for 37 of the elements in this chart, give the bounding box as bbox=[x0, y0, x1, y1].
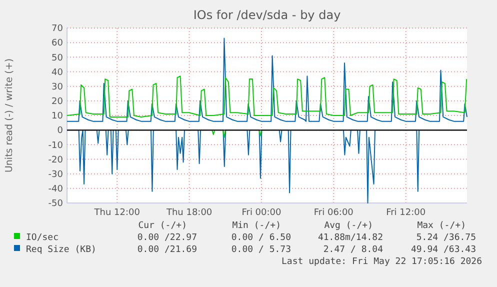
legend-label: IO/sec bbox=[26, 233, 59, 243]
chart-title: IOs for /dev/sda - by day bbox=[193, 8, 341, 22]
x-tick-label: Fri 06:00 bbox=[314, 208, 354, 218]
text: 2.47 / 8.04 bbox=[323, 245, 383, 255]
text: 5.24 /36.75 bbox=[416, 233, 476, 243]
y-tick-label: 60 bbox=[52, 38, 64, 49]
y-tick-label: 20 bbox=[52, 97, 64, 108]
y-tick-label: -30 bbox=[48, 170, 64, 180]
text: 0.00 / 6.50 bbox=[231, 233, 291, 243]
text: Min (-/+) bbox=[232, 221, 281, 231]
text: 0.00 /22.97 bbox=[137, 233, 197, 243]
y-tick-label: 40 bbox=[52, 68, 64, 78]
y-tick-label: -10 bbox=[48, 140, 64, 151]
x-tick-label: Thu 12:00 bbox=[93, 208, 140, 218]
line-series bbox=[66, 38, 468, 122]
text: 0.00 / 5.73 bbox=[231, 245, 291, 255]
y-tick-label: 10 bbox=[52, 112, 64, 122]
line-series bbox=[66, 76, 468, 118]
text: Avg (-/+) bbox=[324, 221, 373, 231]
x-tick-label: Thu 18:00 bbox=[165, 208, 212, 218]
text: Last update: Fri May 22 17:05:16 2026 bbox=[282, 257, 482, 267]
text: 0.00 /21.69 bbox=[137, 245, 197, 255]
text: 49.94 /63.43 bbox=[410, 245, 476, 255]
y-tick-label: -50 bbox=[48, 199, 64, 210]
y-axis-title: Units read (-) / write (+) bbox=[4, 58, 15, 173]
text: Cur (-/+) bbox=[138, 221, 187, 231]
y-tick-label: 50 bbox=[52, 53, 64, 64]
text: 41.88m/14.82 bbox=[318, 233, 383, 243]
text: Max (-/+) bbox=[417, 221, 466, 231]
x-tick-label: Fri 12:00 bbox=[386, 208, 426, 218]
x-tick-label: Fri 00:00 bbox=[242, 208, 282, 218]
legend-label: Req Size (KB) bbox=[26, 245, 96, 255]
y-tick-label: -40 bbox=[48, 184, 64, 195]
y-tick-label: -20 bbox=[48, 155, 64, 166]
y-tick-label: 30 bbox=[52, 82, 64, 92]
y-tick-label: 0 bbox=[57, 126, 64, 136]
y-tick-label: 70 bbox=[52, 24, 64, 34]
